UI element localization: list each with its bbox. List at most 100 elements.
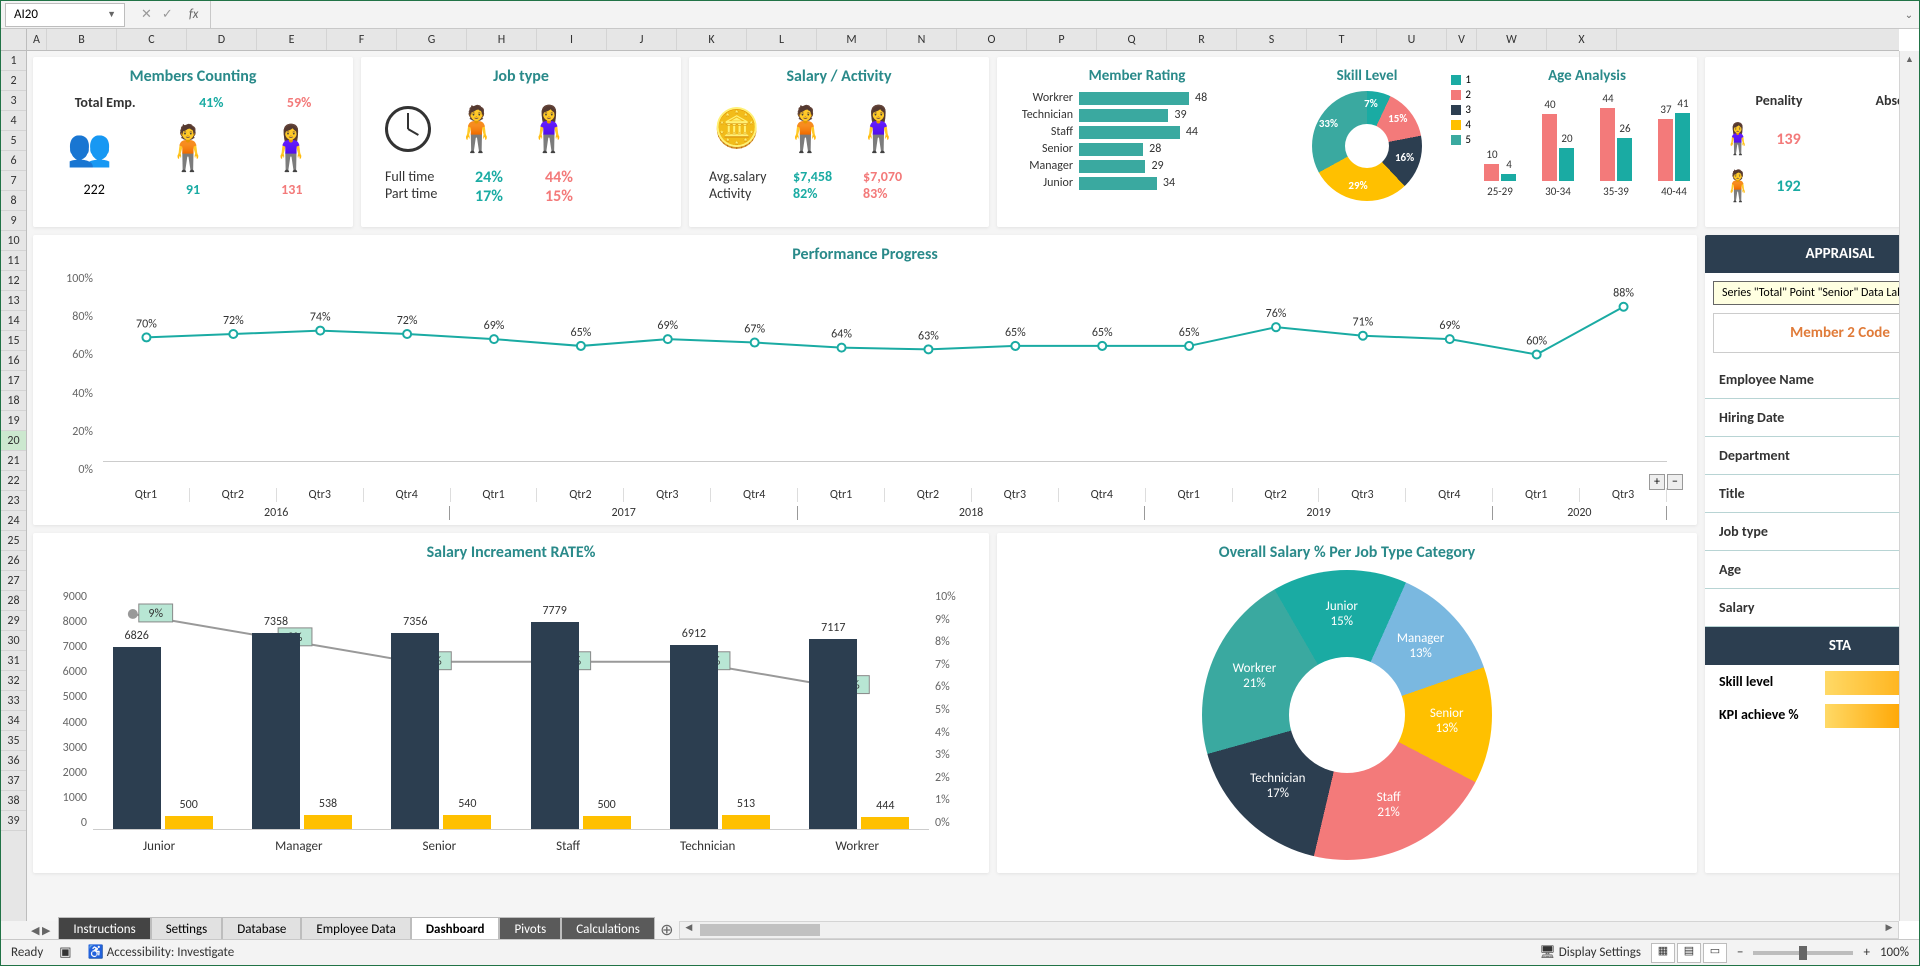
row-header[interactable]: 3 <box>1 91 26 111</box>
row-header[interactable]: 4 <box>1 111 26 131</box>
column-header[interactable]: U <box>1377 29 1447 50</box>
horizontal-scrollbar[interactable]: ◀ ▶ <box>679 921 1899 939</box>
scrollbar-thumb[interactable] <box>700 924 820 936</box>
column-header[interactable]: E <box>257 29 327 50</box>
sheet-tab[interactable]: Settings <box>151 917 223 939</box>
cancel-icon[interactable]: ✕ <box>141 7 152 22</box>
scroll-right-icon[interactable]: ▶ <box>1880 922 1898 938</box>
row-header[interactable]: 29 <box>1 611 26 631</box>
column-header[interactable]: R <box>1167 29 1237 50</box>
column-header[interactable]: A <box>27 29 47 50</box>
column-header[interactable]: J <box>607 29 677 50</box>
zoom-in-button[interactable]: + <box>1863 945 1869 960</box>
row-header[interactable]: 18 <box>1 391 26 411</box>
accessibility-status[interactable]: ♿ Accessibility: Investigate <box>88 945 235 960</box>
zoom-level[interactable]: 100% <box>1880 945 1909 960</box>
column-header[interactable]: C <box>117 29 187 50</box>
normal-view-button[interactable]: ▦ <box>1651 943 1675 963</box>
row-header[interactable]: 32 <box>1 671 26 691</box>
row-header[interactable]: 12 <box>1 271 26 291</box>
row-header[interactable]: 31 <box>1 651 26 671</box>
row-header[interactable]: 33 <box>1 691 26 711</box>
column-header[interactable]: O <box>957 29 1027 50</box>
macro-record-icon[interactable]: ▣ <box>59 945 71 960</box>
row-header[interactable]: 30 <box>1 631 26 651</box>
name-box-dropdown-icon[interactable]: ▼ <box>107 9 116 20</box>
column-header[interactable]: T <box>1307 29 1377 50</box>
column-header[interactable]: B <box>47 29 117 50</box>
row-header[interactable]: 13 <box>1 291 26 311</box>
row-header[interactable]: 22 <box>1 471 26 491</box>
column-header[interactable]: G <box>397 29 467 50</box>
column-header[interactable]: X <box>1547 29 1617 50</box>
fx-label[interactable]: fx <box>189 7 199 22</box>
column-header[interactable]: V <box>1447 29 1477 50</box>
row-header[interactable]: 8 <box>1 191 26 211</box>
row-header[interactable]: 21 <box>1 451 26 471</box>
row-header[interactable]: 17 <box>1 371 26 391</box>
display-settings[interactable]: 🖥 Display Settings <box>1539 945 1641 960</box>
row-header[interactable]: 35 <box>1 731 26 751</box>
row-header[interactable]: 16 <box>1 351 26 371</box>
row-header[interactable]: 5 <box>1 131 26 151</box>
row-header[interactable]: 34 <box>1 711 26 731</box>
row-header[interactable]: 6 <box>1 151 26 171</box>
formula-input[interactable] <box>210 1 1899 28</box>
zoom-out-button[interactable]: − <box>1667 474 1683 490</box>
row-header[interactable]: 11 <box>1 251 26 271</box>
row-header[interactable]: 25 <box>1 531 26 551</box>
row-header[interactable]: 20 <box>1 431 26 451</box>
column-header[interactable]: I <box>537 29 607 50</box>
row-header[interactable]: 24 <box>1 511 26 531</box>
formula-expand-icon[interactable]: ⌄ <box>1899 8 1919 21</box>
sheet-tab[interactable]: Pivots <box>499 917 561 939</box>
column-header[interactable]: N <box>887 29 957 50</box>
zoom-in-button[interactable]: + <box>1649 474 1665 490</box>
row-header[interactable]: 15 <box>1 331 26 351</box>
column-header[interactable]: D <box>187 29 257 50</box>
row-header[interactable]: 9 <box>1 211 26 231</box>
row-header[interactable]: 7 <box>1 171 26 191</box>
sheet-tab[interactable]: Database <box>222 917 301 939</box>
row-header[interactable]: 23 <box>1 491 26 511</box>
row-headers[interactable]: 1234567891011121314151617181920212223242… <box>1 51 27 939</box>
row-header[interactable]: 38 <box>1 791 26 811</box>
page-layout-button[interactable]: ▤ <box>1677 943 1701 963</box>
column-header[interactable]: L <box>747 29 817 50</box>
column-header[interactable]: M <box>817 29 887 50</box>
tab-nav[interactable]: ◀ ▶ <box>31 924 50 937</box>
column-header[interactable]: F <box>327 29 397 50</box>
add-sheet-button[interactable]: ⊕ <box>655 920 679 939</box>
vertical-scrollbar[interactable]: ▲ <box>1899 51 1919 921</box>
row-header[interactable]: 2 <box>1 71 26 91</box>
row-header[interactable]: 37 <box>1 771 26 791</box>
select-all-corner[interactable] <box>1 29 27 51</box>
row-header[interactable]: 10 <box>1 231 26 251</box>
sheet-tab[interactable]: Employee Data <box>301 917 410 939</box>
row-header[interactable]: 1 <box>1 51 26 71</box>
zoom-slider[interactable] <box>1753 951 1853 955</box>
row-header[interactable]: 28 <box>1 591 26 611</box>
column-header[interactable]: S <box>1237 29 1307 50</box>
row-header[interactable]: 39 <box>1 811 26 831</box>
column-header[interactable]: Q <box>1097 29 1167 50</box>
sheet-tab[interactable]: Dashboard <box>411 917 500 939</box>
column-header[interactable]: W <box>1477 29 1547 50</box>
column-header[interactable]: P <box>1027 29 1097 50</box>
name-box[interactable]: AI20 ▼ <box>5 3 125 27</box>
column-header[interactable]: K <box>677 29 747 50</box>
row-header[interactable]: 19 <box>1 411 26 431</box>
page-break-button[interactable]: ▭ <box>1703 943 1727 963</box>
column-headers[interactable]: ABCDEFGHIJKLMNOPQRSTUVWX <box>27 29 1899 51</box>
sheet-tab[interactable]: Instructions <box>58 917 150 939</box>
column-header[interactable]: H <box>467 29 537 50</box>
sheet-tab[interactable]: Calculations <box>561 917 655 939</box>
row-header[interactable]: 27 <box>1 571 26 591</box>
row-header[interactable]: 26 <box>1 551 26 571</box>
row-header[interactable]: 36 <box>1 751 26 771</box>
accept-icon[interactable]: ✓ <box>162 7 173 22</box>
scroll-left-icon[interactable]: ◀ <box>680 922 698 938</box>
row-header[interactable]: 14 <box>1 311 26 331</box>
member-code[interactable]: Member 2 Code <box>1713 313 1899 353</box>
zoom-out-button[interactable]: − <box>1737 945 1743 960</box>
